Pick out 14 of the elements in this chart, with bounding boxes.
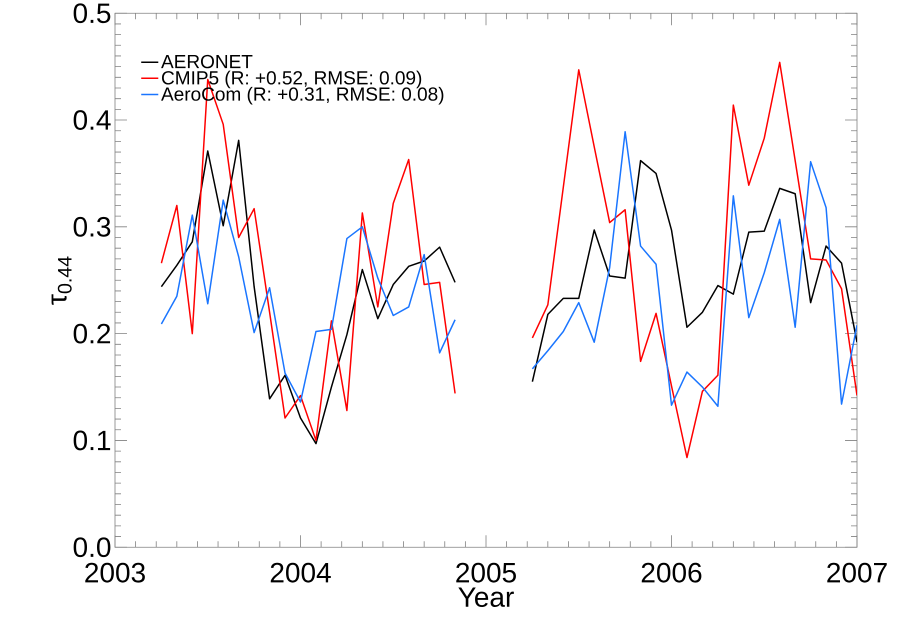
x-axis-title: Year <box>458 587 514 607</box>
x-tick-label: 2007 <box>827 562 887 582</box>
x-tick-label: 2004 <box>270 562 331 582</box>
y-axis-title: τ$_{0.44}$ <box>52 256 72 305</box>
y-tick-label: 0.0 <box>74 537 110 558</box>
y-tick-label: 0.2 <box>74 324 110 344</box>
x-tick-label: 2006 <box>642 562 702 582</box>
x-tick-label: 2005 <box>456 562 516 582</box>
y-tick-label: 0.5 <box>74 3 110 24</box>
x-tick-label: 2003 <box>85 562 145 582</box>
y-tick-label: 0.4 <box>74 110 111 130</box>
y-tick-label: 0.3 <box>74 216 110 237</box>
legend-label: AERONET <box>161 54 252 68</box>
y-tick-label: 0.1 <box>74 430 110 450</box>
